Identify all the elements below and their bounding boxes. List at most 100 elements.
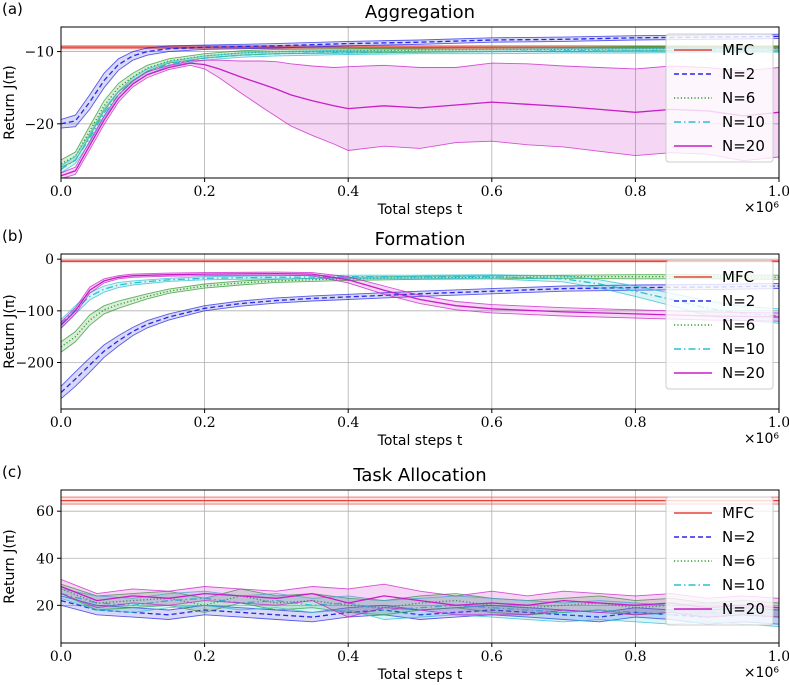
x-axis-label: Total steps t	[377, 667, 463, 683]
legend-box	[665, 496, 774, 626]
panel-3: 0.0 0.2 0.4 0.6 0.8 1.0 20 40 60 Task Allocation (…	[2, 463, 789, 683]
band-edge-upper	[61, 271, 779, 323]
band-edge-upper	[61, 583, 779, 604]
panel-label: (c)	[2, 463, 22, 481]
x-tick-label: 0.0	[50, 184, 72, 200]
legend-entry: N=6	[722, 89, 755, 107]
legend-entry: N=10	[722, 340, 765, 358]
legend-entry: MFC	[722, 268, 754, 286]
x-tick-label: 0.2	[193, 649, 215, 665]
mean-line	[61, 285, 779, 393]
y-axis-label: Return J(π)	[2, 65, 18, 139]
series-n-10	[61, 588, 779, 627]
series-n-20	[61, 59, 779, 178]
y-tick-label: −20	[24, 117, 54, 133]
panel-title: Task Allocation	[352, 465, 486, 486]
axes-frame	[60, 253, 780, 410]
x-axis-label: Total steps t	[377, 202, 463, 218]
y-tick-label: −10	[24, 45, 54, 61]
legend-entry: N=2	[722, 65, 755, 83]
x-tick-label: 0.8	[624, 184, 646, 200]
mean-line	[61, 272, 779, 326]
legend: MFC N=2 N=6 N=10 N=20	[665, 33, 774, 163]
legend-entry: N=20	[722, 364, 765, 382]
confidence-band	[61, 588, 779, 627]
series-n-10	[61, 47, 779, 174]
x-axis-multiplier: ×10⁶	[744, 431, 780, 447]
band-edge-lower	[61, 274, 779, 329]
x-tick-label: 0.8	[624, 415, 646, 431]
band-edge-lower	[61, 597, 779, 627]
panel-2: 0.0 0.2 0.4 0.6 0.8 1.0 0 −100 −200 Formation (b) T…	[2, 227, 789, 449]
x-axis-label: Total steps t	[377, 433, 463, 449]
legend: MFC N=2 N=6 N=10 N=20	[665, 496, 774, 626]
confidence-band	[61, 272, 779, 329]
x-tick-label: 0.0	[50, 649, 72, 665]
band-edge-upper	[61, 588, 779, 609]
panel-label: (b)	[2, 227, 23, 245]
band-edge-lower	[61, 64, 779, 178]
band-edge-lower	[61, 288, 779, 400]
plot-area	[61, 496, 779, 627]
panel-title: Formation	[375, 229, 466, 250]
band-edge-upper	[61, 59, 779, 174]
legend: MFC N=2 N=6 N=10 N=20	[665, 260, 774, 390]
band-edge-upper	[61, 33, 779, 120]
mean-line	[61, 48, 779, 165]
x-tick-label: 1.0	[768, 415, 789, 431]
legend-entry: N=20	[722, 600, 765, 618]
x-axis-multiplier: ×10⁶	[744, 200, 780, 216]
confidence-band	[61, 60, 779, 178]
plot-area	[61, 33, 779, 178]
x-tick-label: 0.4	[337, 649, 359, 665]
legend-entry: N=6	[722, 316, 755, 334]
series-n-6	[61, 274, 779, 353]
x-tick-label: 1.0	[768, 649, 789, 665]
mean-line	[61, 49, 779, 170]
band-edge-lower	[61, 593, 779, 618]
panel-1: 0.0 0.2 0.4 0.6 0.8 1.0 −10 −20 Aggregation (a) To…	[2, 0, 789, 218]
y-axis-label: Return J(π)	[2, 294, 18, 368]
axes-frame	[60, 489, 780, 644]
legend-box	[665, 260, 774, 390]
y-tick-label: 40	[36, 551, 54, 567]
legend-entry: N=10	[722, 113, 765, 131]
legend-entry: MFC	[722, 41, 754, 59]
legend-entry: MFC	[722, 504, 754, 522]
series-n-2	[61, 33, 779, 129]
x-tick-label: 0.6	[481, 415, 503, 431]
legend-entry: N=6	[722, 552, 755, 570]
series-mfc	[61, 496, 779, 505]
confidence-band	[61, 579, 779, 618]
x-tick-label: 0.6	[481, 649, 503, 665]
x-tick-label: 0.2	[193, 184, 215, 200]
band-edge-upper	[61, 47, 779, 167]
band-edge-upper	[61, 578, 779, 599]
series-n-20	[61, 578, 779, 618]
legend-entry: N=2	[722, 292, 755, 310]
mean-line	[61, 585, 779, 609]
legend-entry: N=20	[722, 137, 765, 155]
band-edge-upper	[61, 282, 779, 387]
panel-title: Aggregation	[365, 2, 475, 23]
y-axis-label: Return J(π)	[2, 529, 18, 603]
y-tick-label: 20	[36, 598, 54, 614]
band-edge-lower	[61, 277, 779, 353]
x-axis-multiplier: ×10⁶	[744, 665, 780, 681]
x-tick-label: 0.0	[50, 415, 72, 431]
x-tick-label: 0.8	[624, 649, 646, 665]
axes-frame	[60, 26, 780, 179]
x-tick-label: 0.4	[337, 415, 359, 431]
legend-entry: N=10	[722, 576, 765, 594]
mean-line	[61, 588, 779, 611]
band-edge-lower	[61, 604, 779, 625]
x-tick-label: 0.6	[481, 184, 503, 200]
band-edge-upper	[61, 46, 779, 161]
y-tick-label: 0	[45, 252, 54, 268]
band-edge-lower	[61, 38, 779, 129]
mean-line	[61, 599, 779, 618]
legend-box	[665, 33, 774, 163]
y-tick-label: −100	[16, 304, 54, 320]
legend-entry: N=2	[722, 528, 755, 546]
